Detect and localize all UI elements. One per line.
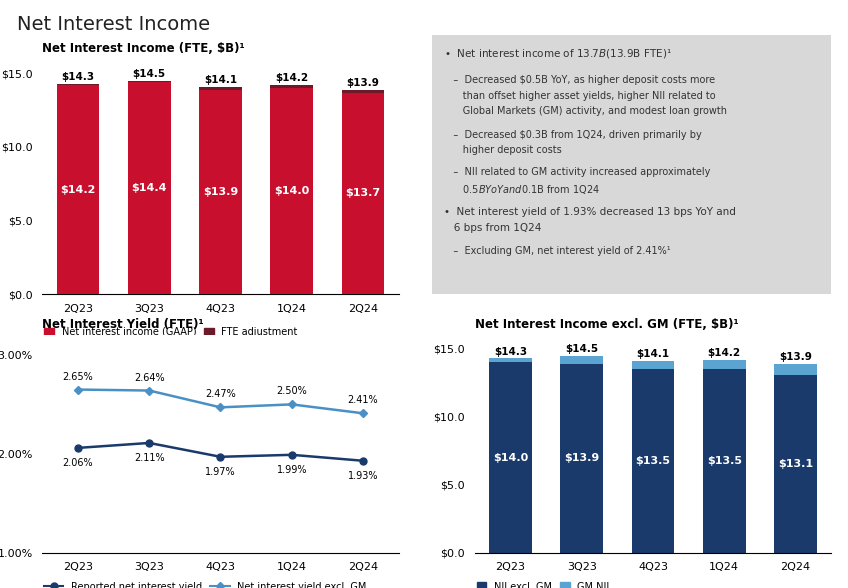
Text: $14.0: $14.0: [493, 453, 528, 463]
Text: 2.65%: 2.65%: [63, 372, 93, 382]
Text: 2.41%: 2.41%: [348, 395, 378, 405]
Text: $13.9: $13.9: [203, 187, 238, 197]
Text: $13.9: $13.9: [347, 78, 379, 88]
Text: –  Decreased $0.3B from 1Q24, driven primarily by: – Decreased $0.3B from 1Q24, driven prim…: [444, 130, 702, 140]
Text: $14.4: $14.4: [131, 183, 167, 193]
Text: $13.9: $13.9: [779, 352, 812, 362]
Text: –  Decreased $0.5B YoY, as higher deposit costs more: – Decreased $0.5B YoY, as higher deposit…: [444, 75, 716, 85]
Bar: [632, 361, 674, 369]
Text: $13.5: $13.5: [706, 456, 742, 466]
Bar: [271, 85, 313, 294]
Bar: [128, 81, 170, 294]
Text: Net Interest Income excl. GM (FTE, $B)¹: Net Interest Income excl. GM (FTE, $B)¹: [475, 318, 739, 331]
Text: $14.3: $14.3: [494, 347, 527, 357]
Text: 2.47%: 2.47%: [205, 389, 236, 399]
Bar: [128, 82, 170, 294]
Bar: [561, 356, 603, 364]
Text: 2.50%: 2.50%: [276, 386, 307, 396]
Bar: [199, 89, 242, 294]
Text: $14.2: $14.2: [707, 348, 741, 358]
Bar: [199, 86, 242, 294]
Bar: [57, 83, 99, 294]
Text: $13.1: $13.1: [778, 459, 813, 469]
Bar: [342, 93, 384, 294]
Text: $0.5B YoY and $0.1B from 1Q24: $0.5B YoY and $0.1B from 1Q24: [444, 183, 600, 196]
Text: $13.5: $13.5: [635, 456, 671, 466]
Text: $14.0: $14.0: [274, 186, 310, 196]
Bar: [489, 358, 532, 362]
Text: Net Interest Income: Net Interest Income: [17, 15, 210, 34]
Bar: [561, 364, 603, 553]
Text: $14.1: $14.1: [636, 349, 670, 359]
Text: $14.1: $14.1: [204, 75, 237, 85]
Text: 1.99%: 1.99%: [276, 465, 307, 475]
Text: 1.93%: 1.93%: [348, 470, 378, 480]
Text: $13.9: $13.9: [564, 453, 600, 463]
Bar: [774, 364, 817, 375]
Bar: [271, 88, 313, 294]
Text: $14.5: $14.5: [565, 344, 599, 354]
Bar: [703, 360, 745, 369]
Text: than offset higher asset yields, higher NII related to: than offset higher asset yields, higher …: [444, 91, 716, 101]
Text: 6 bps from 1Q24: 6 bps from 1Q24: [444, 223, 542, 233]
Text: –  Excluding GM, net interest yield of 2.41%¹: – Excluding GM, net interest yield of 2.…: [444, 246, 671, 256]
Text: $14.5: $14.5: [132, 69, 166, 79]
Bar: [703, 369, 745, 553]
Legend: Reported net interest yield, Net interest yield excl. GM: Reported net interest yield, Net interes…: [40, 578, 371, 588]
Text: $14.2: $14.2: [275, 74, 309, 83]
Bar: [489, 362, 532, 553]
Text: 2.64%: 2.64%: [134, 373, 165, 383]
Text: •  Net interest yield of 1.93% decreased 13 bps YoY and: • Net interest yield of 1.93% decreased …: [444, 208, 736, 218]
Text: $14.2: $14.2: [60, 185, 96, 195]
Text: Net Interest Income (FTE, $B)¹: Net Interest Income (FTE, $B)¹: [42, 42, 245, 55]
Bar: [774, 375, 817, 553]
Bar: [57, 85, 99, 294]
Text: $13.7: $13.7: [345, 188, 381, 198]
Text: 2.11%: 2.11%: [134, 453, 165, 463]
Text: 2.06%: 2.06%: [63, 458, 93, 468]
Text: $14.3: $14.3: [61, 72, 95, 82]
Bar: [632, 369, 674, 553]
Text: –  NII related to GM activity increased approximately: – NII related to GM activity increased a…: [444, 167, 711, 177]
Legend: Net interest income (GAAP), FTE adjustment: Net interest income (GAAP), FTE adjustme…: [40, 323, 302, 341]
Bar: [342, 89, 384, 294]
Text: Global Markets (GM) activity, and modest loan growth: Global Markets (GM) activity, and modest…: [444, 106, 728, 116]
Text: higher deposit costs: higher deposit costs: [444, 145, 562, 155]
Legend: NII excl. GM, GM NII: NII excl. GM, GM NII: [472, 578, 613, 588]
Text: Net Interest Yield (FTE)¹: Net Interest Yield (FTE)¹: [42, 318, 204, 331]
Text: 1.97%: 1.97%: [205, 467, 236, 477]
Text: •  Net interest income of $13.7B ($13.9B FTE)¹: • Net interest income of $13.7B ($13.9B …: [444, 47, 672, 60]
